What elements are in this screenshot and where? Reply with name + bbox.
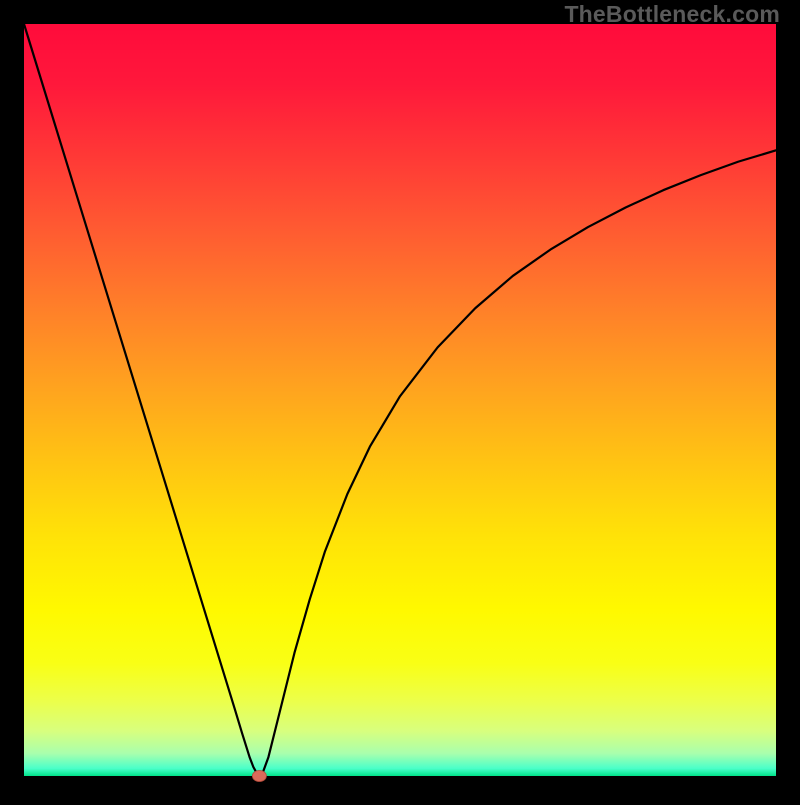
optimum-marker <box>252 771 266 782</box>
chart-background-gradient <box>24 24 776 776</box>
watermark-text: TheBottleneck.com <box>564 1 780 28</box>
chart-container <box>0 0 800 805</box>
bottleneck-curve-chart <box>0 0 800 800</box>
